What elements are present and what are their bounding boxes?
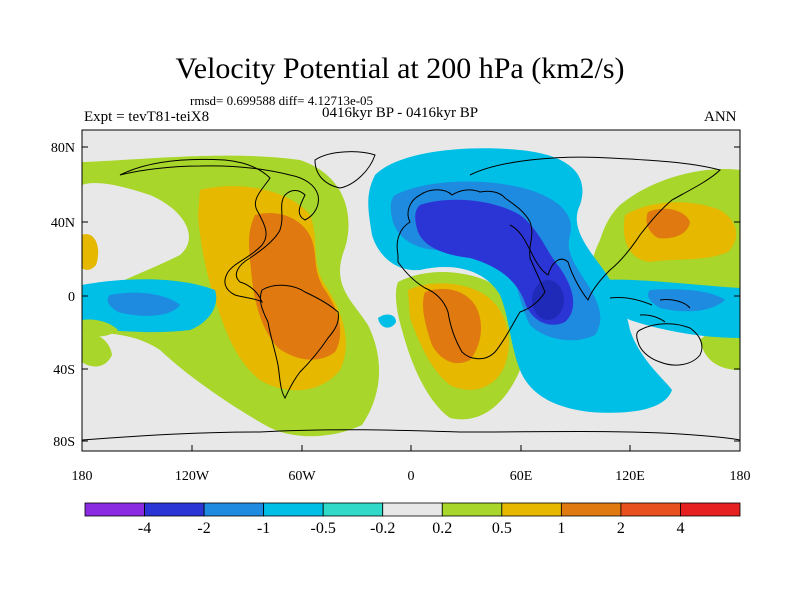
antarctica-coast bbox=[82, 429, 740, 441]
indonesia-coast bbox=[609, 297, 691, 323]
season-label: ANN bbox=[704, 109, 737, 125]
colorbar-label: -2 bbox=[197, 520, 210, 537]
lon-tick-label: 120W bbox=[175, 469, 210, 484]
lon-tick-label: 0 bbox=[408, 469, 415, 484]
left-edge-green-north bbox=[82, 319, 118, 337]
colorbar-label: 0.5 bbox=[492, 520, 512, 537]
asia-orange-region bbox=[646, 208, 690, 239]
south-america-coast bbox=[259, 284, 339, 400]
colorbar-swatch bbox=[382, 502, 443, 517]
experiment-label: Expt = tevT81-teiX8 bbox=[84, 109, 210, 125]
lon-tick-label: 180 bbox=[72, 469, 93, 484]
colorbar-label: 2 bbox=[617, 520, 625, 537]
colorbar-swatch bbox=[501, 502, 562, 517]
left-green-south bbox=[82, 333, 112, 367]
australia-coast bbox=[636, 323, 703, 366]
lat-axis bbox=[82, 146, 740, 442]
atlantic-cyan-blob bbox=[378, 314, 396, 328]
colorbar-swatch bbox=[620, 502, 681, 517]
colorbar-label: -1 bbox=[257, 520, 270, 537]
greenland-coast bbox=[314, 151, 376, 189]
colorbar-label: -0.2 bbox=[370, 520, 395, 537]
lat-tick-label: 80N bbox=[51, 141, 75, 156]
lon-tick-label: 180 bbox=[730, 469, 751, 484]
lon-axis bbox=[81, 445, 741, 451]
coastlines bbox=[82, 151, 740, 441]
colorbar-label: -0.5 bbox=[311, 520, 336, 537]
asia-coast bbox=[469, 156, 721, 301]
colorbar bbox=[84, 502, 741, 517]
colorbar-swatch bbox=[441, 502, 503, 517]
lon-tick-label: 60W bbox=[288, 469, 316, 484]
colorbar-labels: -4 -2 -1 -0.5 -0.2 0.2 0.5 1 2 4 bbox=[138, 520, 685, 537]
colorbar-swatch bbox=[203, 502, 265, 517]
north-america-coast bbox=[119, 158, 319, 304]
colorbar-swatch bbox=[144, 502, 205, 517]
lat-tick-label: 40N bbox=[51, 216, 75, 231]
lon-tick-label: 60E bbox=[510, 469, 533, 484]
colorbar-label: 0.2 bbox=[432, 520, 452, 537]
africa-orange-region bbox=[422, 288, 482, 364]
eurasia-africa-coast bbox=[396, 189, 546, 360]
map-plot-area bbox=[82, 130, 740, 451]
colorbar-swatch bbox=[322, 502, 384, 517]
lat-tick-label: 80S bbox=[53, 435, 75, 450]
americas-orange-region bbox=[248, 212, 341, 360]
indigo-core bbox=[532, 280, 564, 320]
stats-line: rmsd= 0.699588 diff= 4.12713e-05 bbox=[190, 93, 374, 108]
lon-tick-label: 120E bbox=[615, 469, 645, 484]
colorbar-label: 1 bbox=[557, 520, 565, 537]
colorbar-swatch bbox=[560, 502, 622, 517]
colorbar-label: -4 bbox=[138, 520, 151, 537]
colorbar-label: 4 bbox=[676, 520, 684, 537]
lat-tick-labels: 80N 40N 0 40S 80S bbox=[51, 141, 75, 450]
chart-title: Velocity Potential at 200 hPa (km2/s) bbox=[175, 52, 625, 85]
left-yellow-region bbox=[82, 234, 99, 270]
colorbar-swatch bbox=[263, 502, 324, 517]
colorbar-swatch bbox=[84, 502, 145, 517]
pacific-blue-region bbox=[648, 289, 725, 312]
colorbar-swatch bbox=[680, 502, 741, 517]
lon-tick-labels: 180 120W 60W 0 60E 120E 180 bbox=[72, 469, 751, 484]
lat-tick-label: 40S bbox=[53, 363, 75, 378]
lat-tick-label: 0 bbox=[68, 290, 75, 305]
east-pacific-blue-region bbox=[107, 292, 180, 316]
period-label: 0416kyr BP - 0416kyr BP bbox=[322, 105, 479, 121]
